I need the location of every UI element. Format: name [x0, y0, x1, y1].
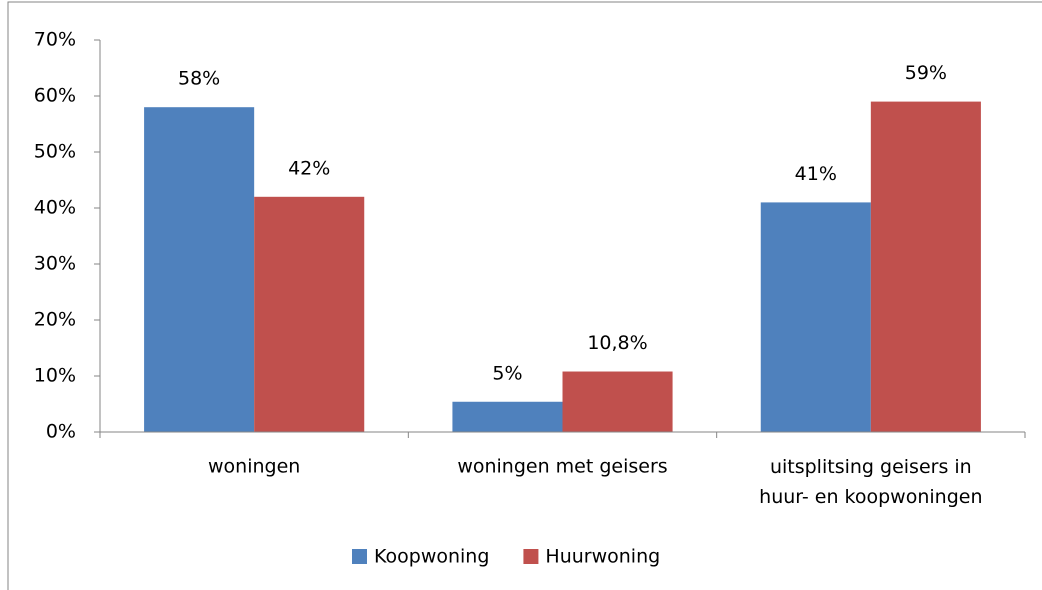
y-tick-label: 30%	[34, 253, 76, 275]
y-tick-label: 50%	[34, 141, 76, 163]
data-label: 58%	[178, 68, 220, 90]
bar	[870, 101, 981, 432]
bar	[760, 202, 871, 432]
x-tick-label: woningen met geisers	[457, 456, 667, 478]
data-label: 5%	[492, 362, 522, 384]
bar	[562, 371, 673, 432]
bar	[254, 196, 365, 432]
x-tick-label-line: uitsplitsing geisers in	[770, 456, 972, 478]
chart-border	[7, 1, 1042, 590]
y-tick-label: 60%	[34, 85, 76, 107]
y-tick-label: 10%	[34, 365, 76, 387]
bar	[452, 401, 563, 432]
bar	[144, 107, 255, 432]
y-tick-label: 0%	[46, 421, 76, 443]
x-tick-label: woningen	[208, 456, 300, 478]
legend-swatch	[352, 549, 367, 564]
x-tick-label: uitsplitsing geisers in huur- en koopwoni…	[759, 456, 982, 508]
data-label: 42%	[288, 157, 330, 179]
x-tick-label-line: huur- en koopwoningen	[759, 486, 982, 508]
y-tick-label: 70%	[34, 29, 76, 51]
data-label: 59%	[905, 62, 947, 84]
legend-swatch	[523, 549, 539, 564]
legend-label: Huurwoning	[545, 546, 660, 568]
y-tick-label: 40%	[34, 197, 76, 219]
legend-label: Koopwoning	[374, 546, 489, 568]
data-label: 41%	[795, 163, 837, 185]
y-tick-label: 20%	[34, 309, 76, 331]
data-label: 10,8%	[587, 332, 647, 354]
